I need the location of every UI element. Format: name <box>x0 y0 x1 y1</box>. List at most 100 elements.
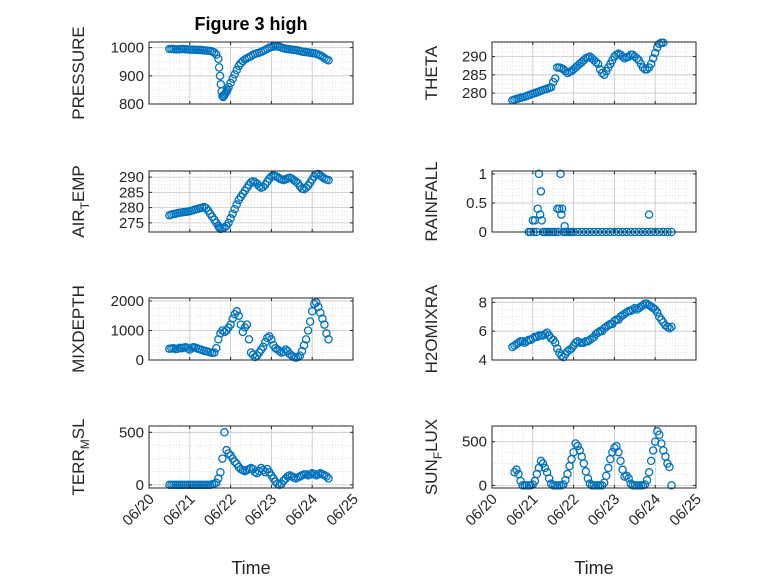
subplot-6: 4 6 8 H2OMIXRA <box>422 284 697 373</box>
data-point <box>320 320 329 329</box>
data-point <box>626 479 635 488</box>
y-tick-label: 0 <box>479 477 487 494</box>
y-tick-label: 500 <box>462 434 487 451</box>
data-point <box>320 53 329 63</box>
y-axis-label-tail: EMP <box>69 165 88 202</box>
y-axis-label-main: AIR <box>69 209 88 237</box>
data-point <box>646 456 656 466</box>
y-axis-label-tail: LUX <box>422 419 441 452</box>
data-point <box>573 441 582 451</box>
data-point <box>616 456 625 466</box>
data-point <box>538 459 548 468</box>
y-tick-label: 6 <box>479 323 487 340</box>
data-point <box>630 303 640 313</box>
data-point <box>618 52 627 61</box>
y-tick-label: 500 <box>119 424 144 441</box>
data-point <box>646 59 656 69</box>
data-point <box>583 474 593 483</box>
data-point <box>324 175 333 185</box>
x-tick-label: 06/24 <box>625 491 664 530</box>
data-point <box>650 48 660 58</box>
data-point <box>571 439 580 448</box>
y-tick-label: 0 <box>479 224 487 241</box>
data-point <box>579 459 589 468</box>
data-point <box>301 335 311 344</box>
data-point <box>534 169 544 179</box>
data-point <box>604 463 613 473</box>
data-point <box>226 214 235 223</box>
data-point <box>232 65 241 75</box>
data-point <box>322 329 331 338</box>
data-point <box>648 54 658 63</box>
data-point <box>536 456 546 466</box>
axes-box <box>148 425 354 489</box>
data-point <box>610 316 619 326</box>
y-axis-label: PRESSURE <box>69 26 88 120</box>
data-point <box>232 200 241 209</box>
axes-box <box>148 170 354 233</box>
data-point <box>540 329 550 339</box>
x-tick-label: 06/25 <box>666 491 705 530</box>
data-point <box>297 346 307 356</box>
data-point <box>212 50 221 59</box>
data-point <box>305 317 315 326</box>
x-tick-label: 06/21 <box>503 491 542 530</box>
data-point <box>652 308 662 317</box>
subplot-1: 800 900 1000 PRESSURE <box>69 26 354 120</box>
y-axis-label-subscript: T <box>78 201 92 209</box>
data-point <box>644 468 654 477</box>
data-point <box>299 340 309 350</box>
y-tick-label: 0 <box>136 477 144 494</box>
x-tick-label: 06/20 <box>119 491 158 530</box>
axes-box <box>491 425 697 489</box>
data-point <box>510 468 519 477</box>
y-axis-label-subscript: M <box>78 439 92 449</box>
data-point <box>550 74 560 83</box>
data-point <box>571 338 580 347</box>
axes-box <box>491 41 697 105</box>
data-point <box>322 472 331 481</box>
data-point <box>667 481 676 490</box>
data-point <box>544 474 554 483</box>
data-point <box>210 348 219 357</box>
data-point <box>553 344 562 353</box>
data-point <box>216 467 225 477</box>
y-tick-label: 290 <box>462 49 487 66</box>
y-tick-label: 285 <box>462 67 487 84</box>
y-tick-label: 285 <box>119 184 144 201</box>
data-point <box>622 471 631 481</box>
y-axis-label: MIXDEPTH <box>69 285 88 373</box>
data-point <box>667 322 676 332</box>
data-point <box>561 66 570 76</box>
data-point <box>557 351 566 360</box>
x-tick-label: 06/21 <box>160 491 199 530</box>
data-point <box>512 465 521 474</box>
data-point <box>220 428 229 437</box>
data-point <box>324 56 333 65</box>
data-point <box>293 352 303 362</box>
data-point <box>244 335 254 344</box>
x-tick-label: 06/20 <box>462 491 501 530</box>
data-point <box>546 479 556 488</box>
axes-box <box>491 170 697 233</box>
y-tick-label: 280 <box>462 85 487 102</box>
data-point <box>212 343 221 353</box>
subplot-8: 0 500 SUNFLUX 06/20 06/21 06/22 06/23 06/24 06/2… <box>422 419 705 530</box>
data-point <box>215 71 225 81</box>
data-point <box>230 70 239 79</box>
data-point <box>314 302 323 312</box>
data-point <box>555 204 564 214</box>
y-tick-label: 290 <box>119 169 144 186</box>
x-tick-label: 06/23 <box>585 491 624 530</box>
y-axis-label: AIRTEMP <box>69 165 92 238</box>
subplot-4: 0 0.5 1 RAINFALL <box>422 161 697 242</box>
data-point <box>258 182 268 192</box>
data-point <box>226 320 235 329</box>
y-tick-label: 800 <box>119 96 144 113</box>
data-point <box>608 447 617 457</box>
y-tick-label: 900 <box>119 68 144 85</box>
data-point <box>644 210 654 219</box>
y-axis-label-main: TERR <box>69 449 88 495</box>
